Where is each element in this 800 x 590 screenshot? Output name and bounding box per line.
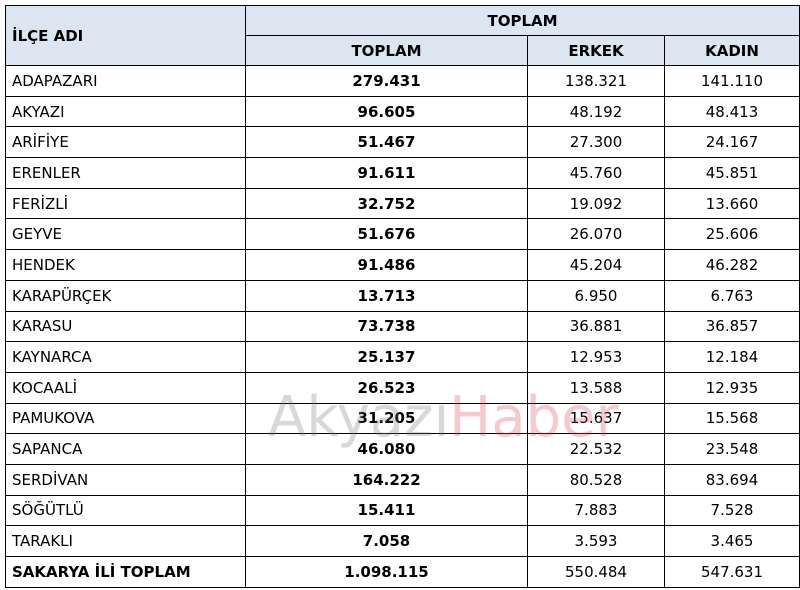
count-cell: 13.588: [527, 371, 665, 404]
count-cell: 48.192: [527, 95, 665, 128]
table-row: ARİFİYE 51.467 27.300 24.167: [5, 126, 800, 159]
count-cell: 45.204: [527, 249, 665, 281]
total-cell: 1.098.115: [245, 556, 528, 588]
total-cell: 31.205: [245, 402, 528, 435]
total-cell: 13.713: [245, 279, 528, 312]
total-cell: 51.676: [245, 218, 528, 251]
count-cell: 23.548: [663, 433, 800, 465]
count-cell: 45.760: [527, 157, 665, 189]
district-name: KOCAALİ: [5, 371, 246, 404]
table-row: SÖĞÜTLÜ 15.411 7.883 7.528: [5, 494, 800, 527]
district-name: GEYVE: [5, 218, 246, 251]
district-name: FERİZLİ: [5, 187, 246, 220]
district-name: ARİFİYE: [5, 126, 246, 159]
district-name: ADAPAZARI: [5, 65, 246, 97]
district-name: HENDEK: [5, 249, 246, 281]
count-cell: 36.881: [527, 310, 665, 343]
table-row: FERİZLİ 32.752 19.092 13.660: [5, 187, 800, 220]
district-name: SAKARYA İLİ TOPLAM: [5, 556, 246, 588]
table-row: KARASU 73.738 36.881 36.857: [5, 310, 800, 343]
count-cell: 48.413: [663, 95, 800, 128]
count-cell: 547.631: [663, 556, 800, 588]
district-name: SAPANCA: [5, 433, 246, 465]
count-cell: 24.167: [663, 126, 800, 159]
table-row: PAMUKOVA 31.205 15.637 15.568: [5, 402, 800, 435]
table-row: SAKARYA İLİ TOPLAM 1.098.115 550.484 547.63…: [5, 556, 800, 588]
table-row: KARAPÜRÇEK 13.713 6.950 6.763: [5, 279, 800, 312]
table-row: HENDEK 91.486 45.204 46.282: [5, 249, 800, 281]
group-header: TOPLAM: [244, 5, 800, 36]
table-row: KAYNARCA 25.137 12.953 12.184: [5, 341, 800, 373]
district-name: SÖĞÜTLÜ: [5, 494, 246, 527]
count-cell: 27.300: [527, 126, 665, 159]
count-cell: 138.321: [527, 65, 665, 97]
table-row: KOCAALİ 26.523 13.588 12.935: [5, 371, 800, 404]
count-cell: 141.110: [663, 65, 800, 97]
total-cell: 15.411: [245, 494, 528, 527]
count-cell: 12.184: [663, 341, 800, 373]
count-cell: 26.070: [527, 218, 665, 251]
total-cell: 51.467: [245, 126, 528, 159]
count-cell: 3.465: [663, 525, 800, 557]
district-name: KAYNARCA: [5, 341, 246, 373]
count-cell: 6.950: [527, 279, 665, 312]
table-body: ADAPAZARI 279.431 138.321 141.110 AKYAZI 96.6…: [5, 65, 800, 588]
total-cell: 73.738: [245, 310, 528, 343]
table-row: SAPANCA 46.080 22.532 23.548: [5, 433, 800, 465]
total-cell: 46.080: [245, 433, 528, 465]
district-name: KARASU: [5, 310, 246, 343]
district-name: SERDİVAN: [5, 463, 246, 496]
total-cell: 164.222: [245, 463, 528, 496]
column-header: TOPLAM: [245, 35, 528, 66]
column-header: ERKEK: [527, 35, 665, 66]
table-row: GEYVE 51.676 26.070 25.606: [5, 218, 800, 251]
total-cell: 26.523: [245, 371, 528, 404]
total-cell: 91.611: [245, 157, 528, 189]
count-cell: 15.568: [663, 402, 800, 435]
total-cell: 279.431: [245, 65, 528, 97]
district-name: ERENLER: [5, 157, 246, 189]
count-cell: 3.593: [527, 525, 665, 557]
count-cell: 36.857: [663, 310, 800, 343]
count-cell: 22.532: [527, 433, 665, 465]
count-cell: 12.953: [527, 341, 665, 373]
total-cell: 7.058: [245, 525, 528, 557]
count-cell: 6.763: [663, 279, 800, 312]
table-row: ERENLER 91.611 45.760 45.851: [5, 157, 800, 189]
count-cell: 550.484: [527, 556, 665, 588]
district-name: TARAKLI: [5, 525, 246, 557]
count-cell: 12.935: [663, 371, 800, 404]
count-cell: 19.092: [527, 187, 665, 220]
count-cell: 25.606: [663, 218, 800, 251]
count-cell: 15.637: [527, 402, 665, 435]
table-row: SERDİVAN 164.222 80.528 83.694: [5, 463, 800, 496]
count-cell: 45.851: [663, 157, 800, 189]
district-name: KARAPÜRÇEK: [5, 279, 246, 312]
district-name: AKYAZI: [5, 95, 246, 128]
total-cell: 25.137: [245, 341, 528, 373]
population-table: İLÇE ADI TOPLAM TOPLAM ERKEK KADIN ADAPA…: [5, 5, 800, 588]
count-cell: 80.528: [527, 463, 665, 496]
table-row: TARAKLI 7.058 3.593 3.465: [5, 525, 800, 557]
count-cell: 83.694: [663, 463, 800, 496]
count-cell: 46.282: [663, 249, 800, 281]
total-cell: 32.752: [245, 187, 528, 220]
total-cell: 91.486: [245, 249, 528, 281]
count-cell: 7.528: [663, 494, 800, 527]
district-name: PAMUKOVA: [5, 402, 246, 435]
table-row: AKYAZI 96.605 48.192 48.413: [5, 95, 800, 128]
count-cell: 13.660: [663, 187, 800, 220]
total-cell: 96.605: [245, 95, 528, 128]
table-row: ADAPAZARI 279.431 138.321 141.110: [5, 65, 800, 97]
name-column-header: İLÇE ADI: [5, 5, 246, 66]
count-cell: 7.883: [527, 494, 665, 527]
column-header: KADIN: [663, 35, 800, 66]
